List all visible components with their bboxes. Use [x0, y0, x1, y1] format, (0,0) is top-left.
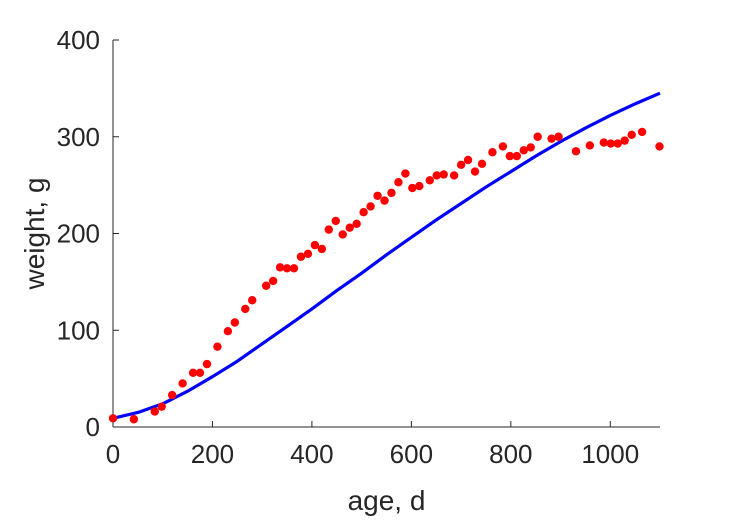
- data-point: [526, 143, 535, 152]
- data-point: [373, 191, 382, 200]
- data-point: [533, 132, 542, 141]
- data-point: [129, 415, 139, 424]
- data-point: [195, 368, 205, 378]
- data-point: [331, 216, 340, 226]
- y-tick-label: 100: [57, 315, 100, 345]
- data-point: [470, 167, 480, 176]
- data-point: [108, 414, 118, 423]
- x-tick-label: 0: [106, 439, 120, 469]
- data-point: [324, 225, 334, 234]
- data-point: [394, 178, 403, 187]
- data-point: [289, 264, 299, 273]
- model-fit-line: [112, 91, 661, 420]
- y-tick-label: 200: [57, 219, 100, 249]
- data-point: [275, 263, 285, 272]
- y-tick-label: 400: [57, 25, 100, 55]
- data-point: [178, 379, 187, 388]
- data-point: [296, 252, 306, 261]
- data-point: [248, 296, 257, 305]
- data-point: [432, 171, 441, 180]
- data-point: [439, 170, 448, 179]
- x-tick-label: 200: [191, 439, 234, 469]
- data-point: [477, 159, 487, 169]
- data-point: [380, 196, 389, 205]
- y-tick-label: 300: [57, 122, 100, 152]
- data-point: [554, 132, 563, 141]
- x-tick-label: 600: [390, 439, 433, 469]
- data-point: [637, 127, 647, 137]
- data-point: [150, 407, 159, 416]
- data-point: [268, 276, 278, 286]
- data-point: [338, 230, 347, 239]
- data-point: [488, 148, 497, 157]
- data-point: [202, 359, 212, 369]
- data-point: [317, 244, 327, 254]
- data-point: [498, 142, 508, 151]
- y-axis-label: weight, g: [19, 177, 50, 290]
- data-point: [425, 176, 434, 185]
- data-point: [408, 183, 417, 193]
- data-point: [303, 249, 313, 259]
- x-tick-label: 1000: [581, 439, 639, 469]
- data-points-layer: [108, 127, 664, 424]
- data-point: [415, 181, 424, 191]
- x-ticks: 0 200 400 600 800 1000: [106, 421, 639, 469]
- y-ticks: 0 100 200 300 400: [57, 25, 119, 442]
- axes: 0 200 400 600 800 1000 0 100 200 300 400: [57, 25, 660, 469]
- data-point: [157, 402, 166, 411]
- x-tick-label: 800: [489, 439, 532, 469]
- data-point: [188, 368, 198, 378]
- data-point: [585, 141, 595, 150]
- data-point: [310, 240, 320, 250]
- data-point: [230, 318, 240, 327]
- data-point: [282, 264, 292, 273]
- data-point: [387, 188, 396, 198]
- model-curve-layer: [112, 91, 661, 420]
- data-point: [655, 142, 664, 151]
- data-point: [463, 155, 473, 165]
- data-point: [519, 146, 528, 155]
- data-point: [345, 223, 354, 232]
- data-point: [401, 169, 410, 178]
- data-point: [352, 219, 361, 229]
- data-point: [223, 327, 233, 336]
- data-point: [627, 130, 636, 140]
- data-point: [366, 202, 375, 211]
- y-tick-label: 0: [86, 412, 100, 442]
- data-point: [505, 151, 515, 161]
- x-tick-label: 400: [290, 439, 333, 469]
- data-point: [512, 151, 521, 161]
- data-point: [606, 139, 615, 148]
- data-point: [571, 147, 581, 156]
- data-point: [359, 208, 368, 217]
- data-point: [241, 304, 250, 314]
- x-axis-label: age, d: [348, 485, 426, 516]
- data-point: [620, 136, 629, 145]
- data-point: [456, 160, 466, 170]
- data-point: [449, 171, 459, 180]
- data-point: [261, 281, 271, 290]
- data-point: [599, 138, 609, 147]
- data-point: [167, 390, 177, 400]
- data-point: [547, 134, 556, 143]
- data-point: [613, 139, 622, 148]
- data-point: [213, 342, 222, 351]
